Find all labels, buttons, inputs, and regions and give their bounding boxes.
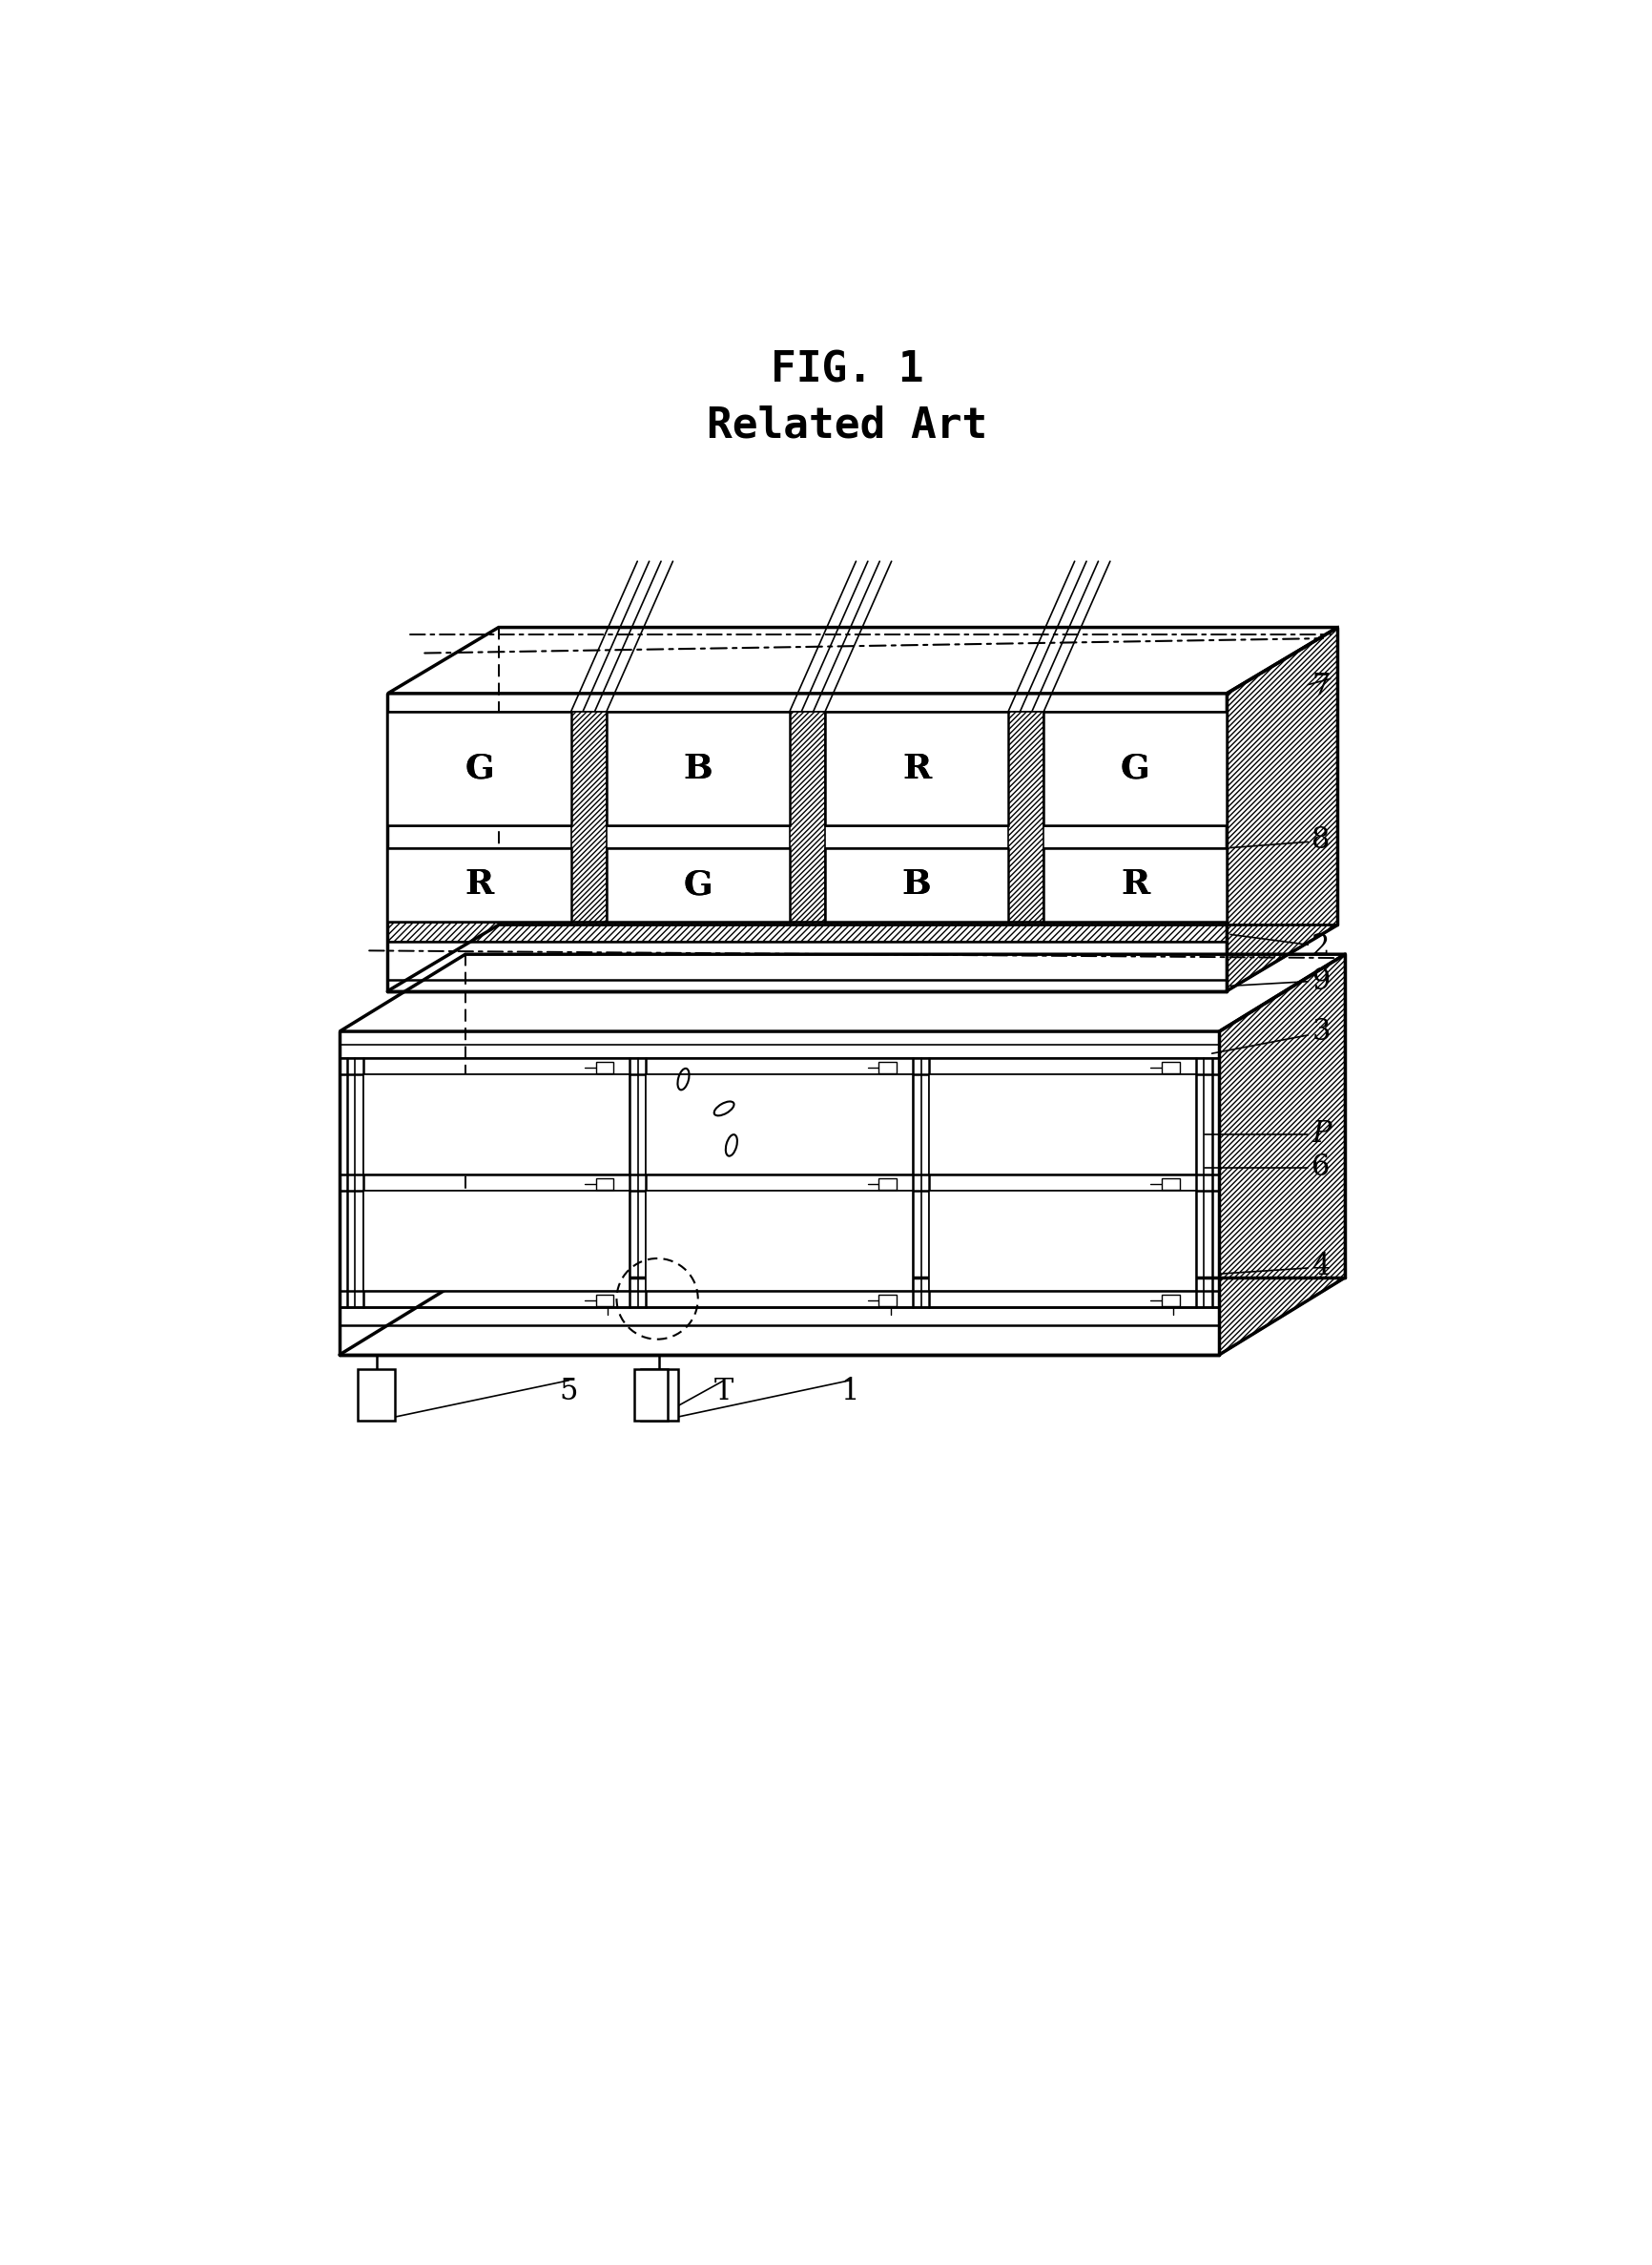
Text: R: R	[464, 867, 494, 901]
Bar	[824, 847, 1008, 922]
Text: B: B	[902, 867, 930, 901]
Bar	[388, 847, 570, 922]
Text: T: T	[714, 1377, 733, 1407]
Bar	[606, 711, 790, 827]
Text: 9: 9	[1312, 967, 1330, 997]
Text: G: G	[464, 752, 494, 786]
Bar	[879, 1293, 895, 1307]
Text: B: B	[902, 867, 930, 901]
Bar	[928, 1074, 1194, 1173]
Bar	[1042, 711, 1226, 827]
Text: G: G	[1120, 752, 1150, 786]
Bar	[596, 1062, 613, 1074]
Text: R: R	[902, 752, 930, 786]
Text: 7: 7	[1312, 670, 1330, 700]
Text: G: G	[1120, 752, 1150, 786]
Bar	[790, 711, 824, 922]
Bar	[634, 1370, 667, 1420]
Bar	[1161, 1062, 1180, 1074]
Bar	[388, 711, 570, 827]
Text: 1: 1	[839, 1377, 859, 1407]
Text: Related Art: Related Art	[705, 405, 986, 446]
Bar	[928, 1191, 1194, 1291]
Text: R: R	[902, 752, 930, 786]
Text: FIG. 1: FIG. 1	[770, 349, 923, 392]
Bar	[879, 1062, 895, 1074]
Text: 6: 6	[1312, 1153, 1330, 1182]
Text: 5: 5	[560, 1377, 578, 1407]
Bar	[1042, 847, 1226, 922]
Text: 2: 2	[1312, 933, 1330, 963]
Bar	[646, 1074, 912, 1173]
Bar	[363, 1191, 629, 1291]
Text: 4: 4	[1312, 1253, 1330, 1282]
Bar	[1008, 711, 1042, 922]
Text: G: G	[682, 867, 712, 901]
Bar	[596, 1178, 613, 1189]
Bar	[824, 711, 1008, 827]
Text: G: G	[682, 867, 712, 901]
Text: R: R	[1120, 867, 1148, 901]
Text: G: G	[464, 752, 494, 786]
Text: B: B	[682, 752, 712, 786]
Text: P: P	[1312, 1119, 1330, 1148]
Bar	[358, 1370, 395, 1420]
Text: 8: 8	[1312, 827, 1330, 856]
Bar	[1161, 1293, 1180, 1307]
Bar	[641, 1370, 677, 1420]
Bar	[570, 711, 606, 922]
Bar	[606, 847, 790, 922]
Bar	[646, 1191, 912, 1291]
Text: R: R	[464, 867, 494, 901]
Bar	[363, 1074, 629, 1173]
Text: B: B	[682, 752, 712, 786]
Bar	[596, 1293, 613, 1307]
Text: R: R	[1120, 867, 1148, 901]
Bar	[879, 1178, 895, 1189]
Text: 3: 3	[1312, 1017, 1330, 1046]
Bar	[1161, 1178, 1180, 1189]
Bar	[388, 922, 1226, 942]
